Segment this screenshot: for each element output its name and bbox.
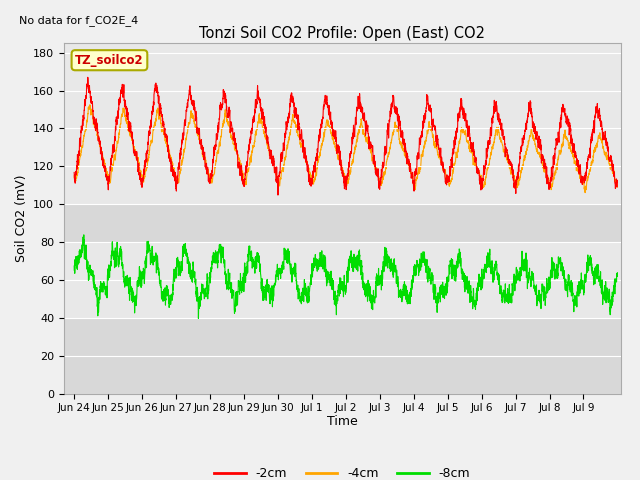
Text: No data for f_CO2E_4: No data for f_CO2E_4 [19,15,139,26]
Bar [64,43,621,204]
Bar [64,242,621,318]
Title: Tonzi Soil CO2 Profile: Open (East) CO2: Tonzi Soil CO2 Profile: Open (East) CO2 [200,25,485,41]
X-axis label: Time: Time [327,415,358,428]
Text: TZ_soilco2: TZ_soilco2 [75,54,144,67]
Legend: -2cm, -4cm, -8cm: -2cm, -4cm, -8cm [209,462,476,480]
Y-axis label: Soil CO2 (mV): Soil CO2 (mV) [15,175,28,262]
